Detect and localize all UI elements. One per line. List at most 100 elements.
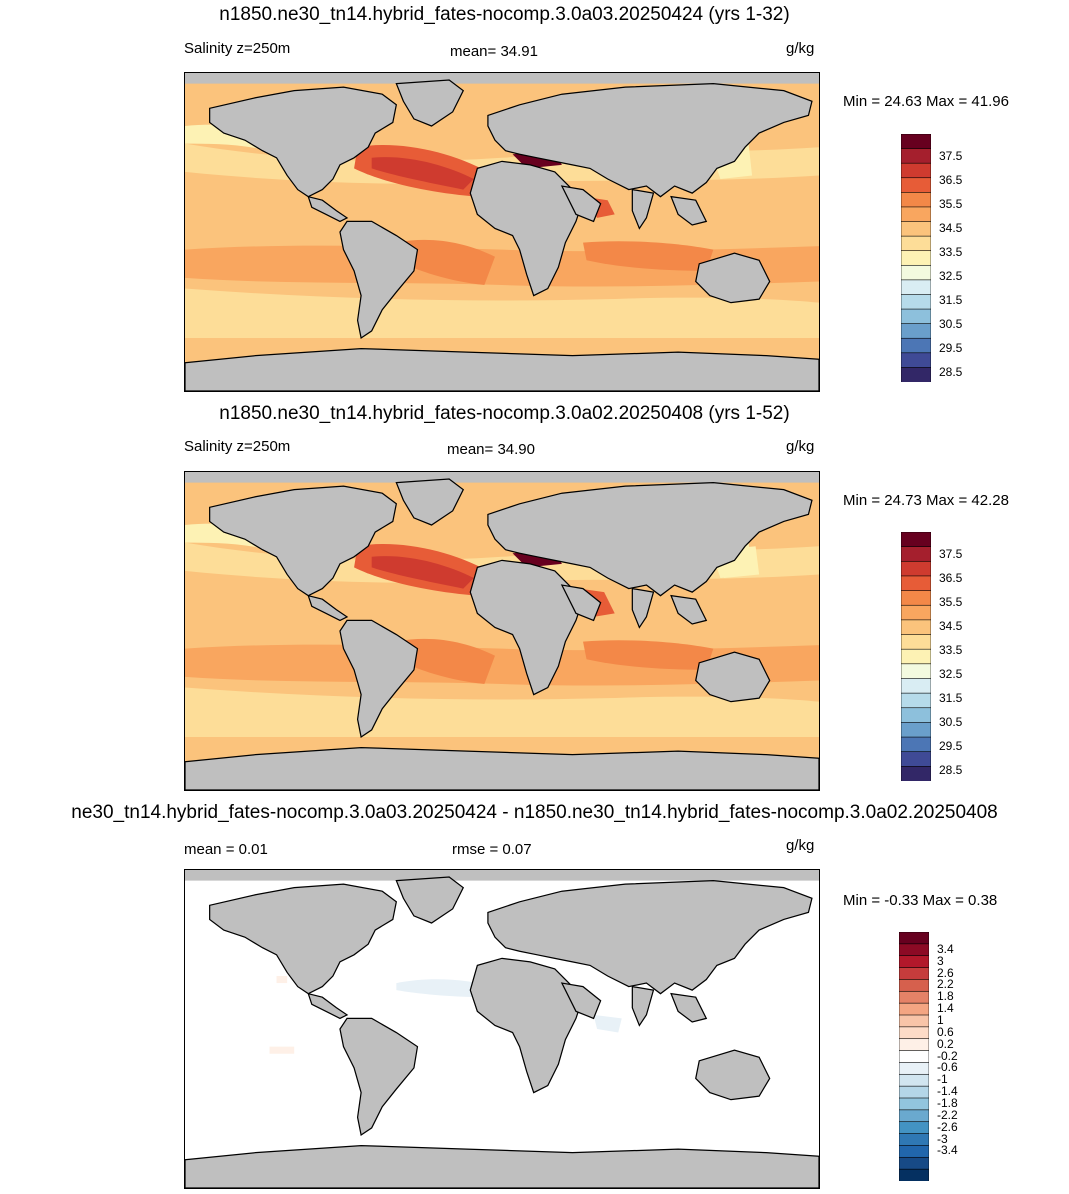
panel-2-map	[184, 471, 820, 791]
land-africa	[470, 161, 584, 296]
colorbar-swatch	[901, 575, 931, 592]
panel-2-title: n1850.ne30_tn14.hybrid_fates-nocomp.3.0a…	[219, 403, 790, 424]
coastline-arabia	[560, 185, 602, 223]
colorbar-tick-label: 34.5	[939, 220, 963, 235]
panel-3-title: ne30_tn14.hybrid_fates-nocomp.3.0a03.202…	[71, 802, 998, 823]
colorbar-swatch	[901, 619, 931, 636]
colorbar-tick-label: 34.5	[939, 618, 963, 633]
coastline-south-america	[339, 619, 419, 739]
land-africa	[470, 560, 584, 695]
coastline-australia	[695, 252, 771, 304]
colorbar-swatch	[901, 162, 931, 179]
salinity-contour-band	[583, 241, 714, 271]
colorbar-swatch	[901, 323, 931, 340]
colorbar-tick-label: 31.5	[939, 691, 963, 706]
colorbar-tick-label: -1	[937, 1072, 948, 1087]
colorbar-swatch	[899, 1097, 929, 1111]
colorbar-swatch	[899, 1062, 929, 1076]
colorbar-tick-label: 1	[937, 1012, 944, 1027]
panel-1-left-label: Salinity z=250m	[184, 40, 291, 57]
coastline-africa	[469, 957, 584, 1094]
salinity-contour-band	[396, 638, 495, 684]
colorbar-swatch	[899, 967, 929, 981]
coastline-greenland	[395, 79, 465, 127]
colorbar-swatch	[899, 1133, 929, 1147]
coastline-eurasia	[487, 82, 813, 198]
coastline-se-asia	[670, 195, 708, 226]
colorbar-tick-label: -0.2	[937, 1048, 958, 1063]
coastline-greenland	[395, 478, 465, 526]
colorbar-tick-label: 37.5	[939, 546, 963, 561]
coastline-north-america	[209, 485, 398, 597]
colorbar-swatch	[901, 221, 931, 237]
colorbar-tick-label: 3	[937, 953, 944, 968]
colorbar-tick-label: 35.5	[939, 196, 963, 211]
salinity-contour-band	[583, 640, 714, 670]
colorbar-swatch	[901, 148, 931, 164]
colorbar-tick-label: -0.6	[937, 1060, 958, 1075]
coastline-south-america	[339, 220, 419, 340]
coastline-north-america	[209, 883, 398, 995]
land-greenland	[396, 479, 464, 525]
colorbar-swatch	[901, 192, 931, 208]
colorbar-swatch	[901, 235, 931, 252]
coastline-antarctica	[185, 347, 819, 391]
colorbar-swatch	[901, 722, 931, 738]
coastline-central-america	[307, 992, 349, 1020]
panel-3-map	[184, 869, 820, 1189]
colorbar-swatch	[901, 367, 931, 382]
land-central-america	[308, 993, 348, 1019]
colorbar-swatch	[899, 1156, 929, 1170]
colorbar-swatch	[901, 678, 931, 694]
coastline-greenland	[395, 876, 465, 924]
colorbar-tick-label: -1.8	[937, 1095, 958, 1110]
land-antarctica	[185, 1145, 819, 1188]
colorbar-swatch	[901, 560, 931, 577]
colorbar-tick-label: 32.5	[939, 667, 963, 682]
land-eurasia	[487, 880, 812, 994]
land-australia	[695, 1050, 770, 1100]
colorbar-swatch	[901, 337, 931, 354]
land-australia	[695, 253, 770, 303]
land-north-america	[209, 87, 397, 197]
colorbar-tick-label: 32.5	[939, 268, 963, 283]
salinity-contour-band	[396, 979, 495, 998]
colorbar-swatch	[899, 1073, 929, 1087]
coastline-antarctica	[185, 1144, 819, 1188]
coastline-se-asia	[670, 594, 708, 625]
land-antarctica	[185, 747, 819, 790]
land-central-america	[308, 196, 348, 222]
colorbar-tick-label: 1.4	[937, 1001, 954, 1016]
land-eurasia	[487, 83, 812, 197]
colorbar-swatch	[899, 1121, 929, 1135]
panel-3-minmax: Min = -0.33 Max = 0.38	[843, 892, 998, 909]
colorbar-swatch	[901, 692, 931, 709]
arctic-mask	[185, 73, 819, 84]
colorbar-tick-label: 0.6	[937, 1024, 954, 1039]
panel-3-center-label: rmse = 0.07	[452, 841, 532, 858]
panel-1-colorbar: 37.5 36.5 35.5 34.5 33.5 32.5 31.5 30.5 29.5 28.5	[901, 134, 962, 382]
colorbar-swatch	[899, 943, 929, 957]
colorbar-tick-label: 30.5	[939, 316, 963, 331]
panel-2-units: g/kg	[786, 438, 815, 455]
colorbar-swatch	[899, 1109, 929, 1123]
land-australia	[695, 652, 770, 702]
colorbar-swatch	[899, 990, 929, 1004]
colorbar-swatch	[901, 308, 931, 325]
coastline-north-america	[209, 86, 398, 198]
salinity-contour-band	[371, 556, 474, 589]
land-greenland	[396, 80, 464, 126]
colorbar-swatch	[899, 1026, 929, 1040]
coastline-eurasia	[487, 481, 813, 597]
coastline-india	[631, 188, 655, 230]
colorbar-tick-label: 28.5	[939, 364, 963, 379]
colorbar-swatch	[901, 264, 931, 281]
land-north-america	[209, 884, 397, 994]
colorbar-svg	[901, 532, 931, 781]
colorbar-tick-label: -1.4	[937, 1084, 958, 1099]
panel-3-units: g/kg	[786, 837, 815, 854]
colorbar-swatch	[901, 751, 931, 768]
colorbar-tick-label: -3.4	[937, 1143, 958, 1158]
arctic-mask	[185, 472, 819, 483]
colorbar-swatch	[901, 590, 931, 607]
